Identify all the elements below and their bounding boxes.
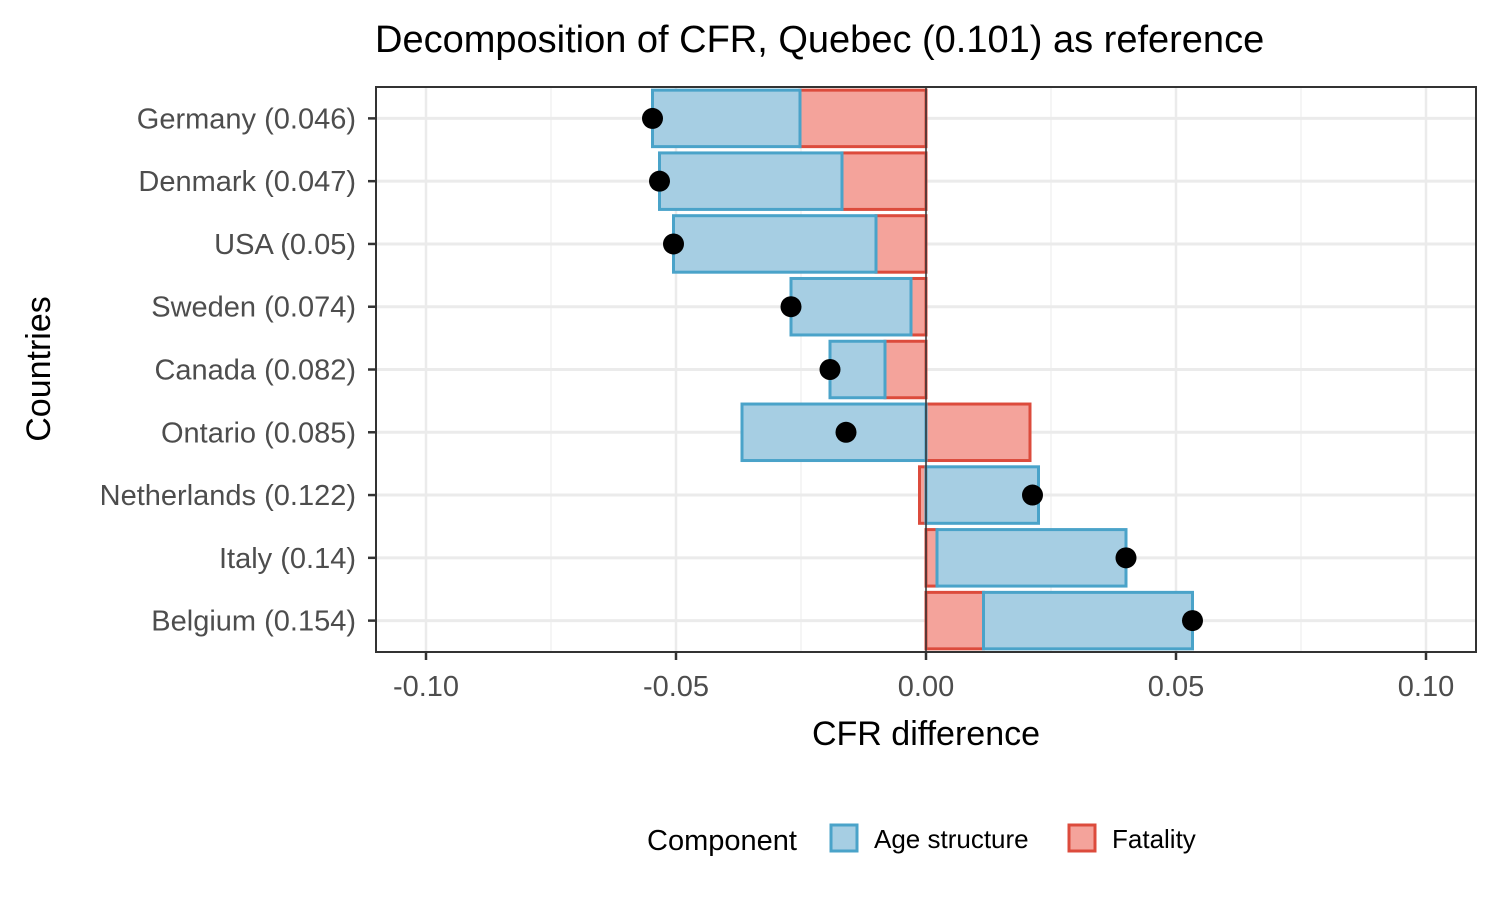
bar-age-structure-ontario — [742, 404, 926, 461]
total-point-germany — [642, 108, 663, 129]
bar-age-structure-italy — [937, 530, 1126, 587]
x-tick-label: -0.05 — [643, 671, 709, 703]
bar-age-structure-netherlands — [926, 467, 1039, 524]
x-tick-label: -0.10 — [393, 671, 459, 703]
y-tick-label: Italy (0.14) — [219, 543, 356, 575]
y-tick-label: Germany (0.046) — [137, 103, 356, 135]
total-point-netherlands — [1022, 485, 1043, 506]
bar-fatality-canada — [885, 341, 926, 398]
bar-fatality-usa — [876, 216, 926, 273]
y-tick-label: Belgium (0.154) — [151, 606, 356, 638]
total-point-ontario — [836, 422, 857, 443]
legend-label-fatality: Fatality — [1112, 824, 1196, 854]
x-tick-label: 0.00 — [898, 671, 954, 703]
legend-swatch-fatality — [1069, 825, 1095, 851]
total-point-usa — [663, 233, 684, 254]
y-tick-label: USA (0.05) — [214, 229, 356, 261]
legend: Component Age structure Fatality — [647, 824, 1196, 857]
x-tick-label: 0.10 — [1398, 671, 1454, 703]
total-point-denmark — [649, 171, 670, 192]
x-tick-label: 0.05 — [1148, 671, 1204, 703]
bar-fatality-denmark — [842, 153, 926, 210]
y-tick-label: Canada (0.082) — [154, 355, 356, 387]
bar-fatality-sweden — [911, 278, 926, 335]
bar-fatality-italy — [926, 530, 937, 587]
legend-title: Component — [647, 825, 797, 857]
bar-age-structure-sweden — [791, 278, 911, 335]
total-point-belgium — [1182, 610, 1203, 631]
x-axis-title: CFR difference — [812, 715, 1040, 753]
legend-swatch-age-structure — [831, 825, 857, 851]
y-tick-label: Sweden (0.074) — [151, 292, 356, 324]
bar-fatality-germany — [800, 90, 926, 147]
total-point-canada — [820, 359, 841, 380]
bar-age-structure-germany — [653, 90, 801, 147]
bar-age-structure-usa — [674, 216, 877, 273]
chart-title: Decomposition of CFR, Quebec (0.101) as … — [375, 19, 1264, 61]
y-tick-label: Netherlands (0.122) — [100, 480, 356, 512]
bar-fatality-belgium — [926, 592, 984, 649]
total-point-sweden — [781, 296, 802, 317]
bar-age-structure-belgium — [984, 592, 1193, 649]
total-point-italy — [1116, 547, 1137, 568]
bar-age-structure-denmark — [660, 153, 843, 210]
bar-fatality-ontario — [926, 404, 1030, 461]
y-tick-label: Ontario (0.085) — [161, 417, 356, 449]
y-axis-title: Countries — [20, 296, 58, 442]
y-tick-label: Denmark (0.047) — [138, 166, 356, 198]
legend-label-age-structure: Age structure — [874, 824, 1029, 854]
